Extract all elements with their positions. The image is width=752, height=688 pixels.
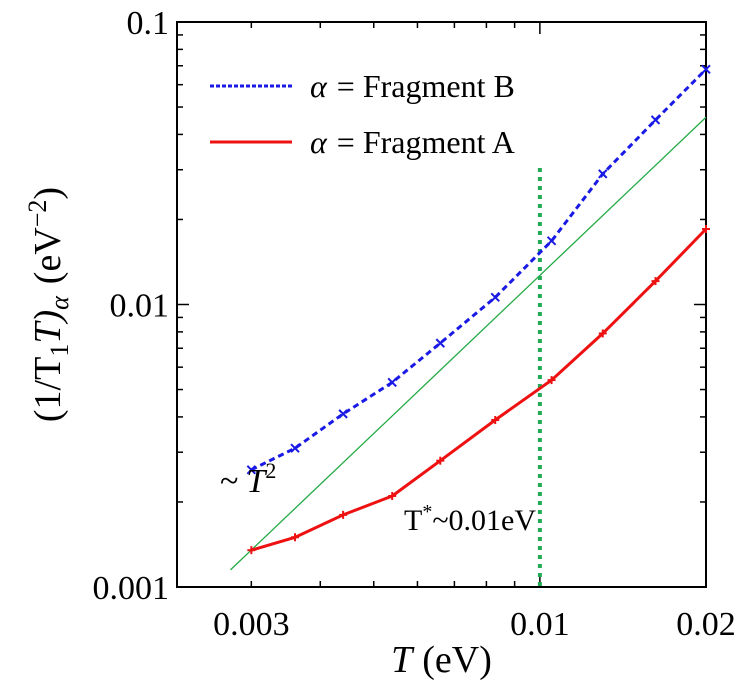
data-point-fragment-b [246, 465, 257, 475]
data-point-fragment-a [598, 329, 607, 338]
data-point-fragment-a [388, 491, 397, 500]
data-point-fragment-a [247, 546, 256, 555]
x-tick-label: 0.003 [213, 606, 290, 643]
marker-stroke [650, 115, 661, 125]
series-layer [246, 64, 711, 555]
data-point-fragment-a [491, 416, 500, 425]
marker-stroke [546, 236, 557, 246]
data-point-fragment-b [650, 115, 661, 125]
data-point-fragment-a [547, 376, 556, 385]
marker-stroke [246, 465, 257, 475]
legend: α = Fragment B α = Fragment A [210, 68, 515, 160]
plot-frame [176, 21, 707, 588]
axis-ticks [177, 21, 707, 588]
data-point-fragment-b [290, 443, 300, 453]
data-point-fragment-a [651, 277, 660, 286]
reference-line-label: ~ T2 [220, 458, 276, 500]
tick-labels: 0.003 0.01 0.02 0.001 0.01 0.1 [93, 5, 736, 643]
data-point-fragment-b [387, 377, 397, 388]
y-tick-label: 0.1 [127, 5, 170, 42]
data-point-fragment-a [702, 225, 710, 234]
marker-stroke [338, 409, 348, 419]
y-axis-label: (1/T1T)α(eV−2) [23, 187, 74, 422]
x-axis-label: T (eV) [391, 639, 492, 681]
x-tick-label: 0.01 [510, 606, 570, 643]
series-line-fragment-b [250, 68, 708, 472]
y-tick-label: 0.01 [110, 288, 170, 325]
data-point-fragment-b [490, 292, 500, 303]
data-point-fragment-a [436, 456, 445, 465]
data-point-fragment-b [546, 236, 557, 246]
series-line-fragment-a [250, 227, 708, 552]
marker-stroke [290, 443, 300, 453]
marker-stroke [435, 338, 446, 348]
marker-stroke [598, 169, 608, 179]
data-point-fragment-b [701, 64, 711, 75]
legend-label-fragment-a: α = Fragment A [310, 124, 515, 160]
legend-label-fragment-b: α = Fragment B [310, 68, 515, 104]
data-point-fragment-b [598, 169, 608, 179]
marker-stroke [701, 64, 711, 75]
x-tick-label: 0.02 [676, 606, 736, 643]
data-point-fragment-a [339, 510, 348, 519]
y-tick-label: 0.001 [93, 570, 170, 607]
reference-line [230, 116, 707, 571]
data-point-fragment-b [435, 338, 446, 348]
data-point-fragment-b [338, 409, 348, 419]
reference-layer [230, 116, 707, 587]
vertical-marker-label: T*~0.01eV [404, 501, 536, 537]
marker-stroke [387, 377, 397, 388]
data-point-fragment-a [291, 533, 300, 542]
marker-stroke [490, 292, 500, 303]
